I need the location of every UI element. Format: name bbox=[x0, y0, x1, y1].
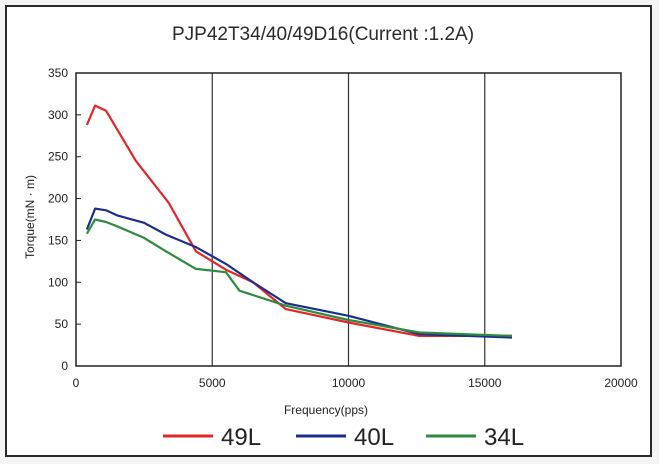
y-tick-label: 0 bbox=[61, 359, 68, 373]
x-tick-label: 20000 bbox=[604, 376, 638, 390]
y-tick-label: 100 bbox=[48, 275, 68, 289]
x-tick-label: 10000 bbox=[332, 376, 366, 390]
series-line-49L bbox=[85, 104, 512, 337]
series-line-40L bbox=[85, 207, 513, 339]
y-tick-label: 150 bbox=[48, 233, 68, 247]
series-lines bbox=[85, 104, 513, 339]
y-tick-label: 200 bbox=[48, 192, 68, 206]
legend-label-49L: 49L bbox=[221, 424, 261, 451]
legend-label-34L: 34L bbox=[484, 424, 524, 451]
series-line-34L bbox=[85, 218, 513, 337]
y-tick-label: 250 bbox=[48, 150, 68, 164]
grid-lines bbox=[211, 73, 486, 366]
y-axis-ticks: 0 50 100 150 200 250 300 350 bbox=[48, 66, 81, 373]
y-axis-label: Torque(mN · m) bbox=[23, 175, 37, 259]
x-tick-label: 15000 bbox=[468, 376, 502, 390]
chart-title: PJP42T34/40/49D16(Current :1.2A) bbox=[172, 24, 474, 45]
legend: 49L 40L 34L bbox=[163, 424, 524, 451]
plot-area bbox=[75, 72, 622, 367]
x-axis-label: Frequency(pps) bbox=[284, 403, 368, 417]
y-tick-label: 50 bbox=[55, 317, 69, 331]
x-tick-label: 0 bbox=[73, 376, 80, 390]
y-tick-label: 300 bbox=[48, 108, 68, 122]
y-tick-label: 350 bbox=[48, 66, 68, 80]
legend-label-40L: 40L bbox=[354, 424, 394, 451]
x-tick-label: 5000 bbox=[199, 376, 226, 390]
chart-frame bbox=[5, 5, 652, 457]
x-axis-ticks: 0 5000 10000 15000 20000 bbox=[73, 376, 638, 390]
